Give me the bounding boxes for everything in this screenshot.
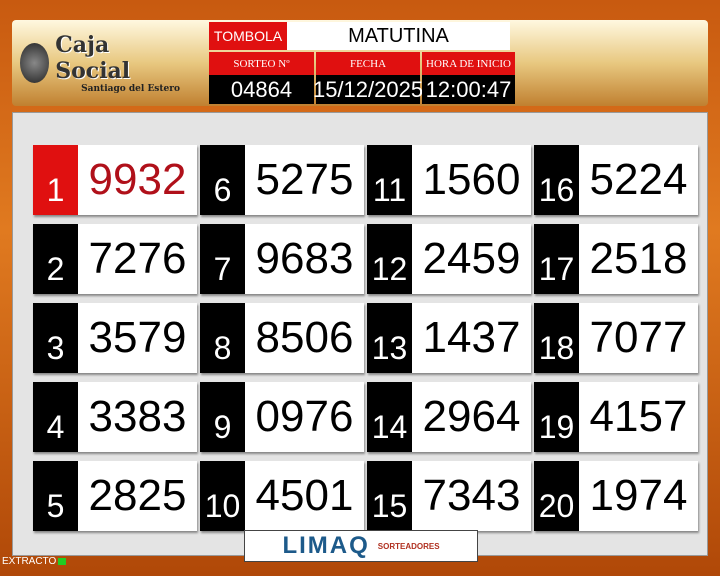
- result-number: 2964: [412, 382, 531, 452]
- result-position: 17: [534, 224, 579, 294]
- fecha-value: 15/12/2025: [313, 75, 423, 104]
- result-position: 9: [200, 382, 245, 452]
- result-cell: 16 5224: [534, 145, 698, 215]
- caja-social-logo: Caja Social Santiago del Estero: [20, 32, 180, 94]
- result-cell: 1 9932: [33, 145, 197, 215]
- result-number: 3579: [78, 303, 197, 373]
- result-number: 1560: [412, 145, 531, 215]
- result-number: 1974: [579, 461, 698, 531]
- result-number: 7343: [412, 461, 531, 531]
- hora-value: 12:00:47: [422, 75, 515, 104]
- result-number: 5224: [579, 145, 698, 215]
- result-position: 14: [367, 382, 412, 452]
- result-position: 4: [33, 382, 78, 452]
- result-number: 4501: [245, 461, 364, 531]
- logo-title: Caja Social: [55, 32, 131, 84]
- result-cell: 3 3579: [33, 303, 197, 373]
- brand-name: LIMAQ: [282, 532, 370, 559]
- sorteo-label: SORTEO Nº: [209, 52, 314, 75]
- result-number: 8506: [245, 303, 364, 373]
- result-position: 13: [367, 303, 412, 373]
- result-position: 16: [534, 145, 579, 215]
- logo-subtitle: Santiago del Estero: [81, 84, 180, 94]
- result-cell: 15 7343: [367, 461, 531, 531]
- result-position: 7: [200, 224, 245, 294]
- result-position: 8: [200, 303, 245, 373]
- result-position: 18: [534, 303, 579, 373]
- result-cell: 9 0976: [200, 382, 364, 452]
- sorteo-value: 04864: [209, 75, 314, 104]
- result-number: 5275: [245, 145, 364, 215]
- result-position: 5: [33, 461, 78, 531]
- result-position: 11: [367, 145, 412, 215]
- limaq-logo: LIMAQ SORTEADORES: [244, 530, 478, 562]
- extracto-indicator: EXTRACTO: [2, 556, 67, 567]
- result-number: 2825: [78, 461, 197, 531]
- result-number: 9932: [78, 145, 197, 215]
- result-cell: 11 1560: [367, 145, 531, 215]
- result-position: 6: [200, 145, 245, 215]
- result-position: 3: [33, 303, 78, 373]
- result-number: 3383: [78, 382, 197, 452]
- brand-subtitle: SORTEADORES: [377, 541, 440, 551]
- result-number: 7077: [579, 303, 698, 373]
- result-number: 1437: [412, 303, 531, 373]
- result-cell: 19 4157: [534, 382, 698, 452]
- result-cell: 20 1974: [534, 461, 698, 531]
- fecha-label: FECHA: [316, 52, 420, 75]
- hora-label: HORA DE INICIO: [422, 52, 515, 75]
- result-number: 4157: [579, 382, 698, 452]
- status-led-icon: [58, 558, 67, 565]
- result-cell: 10 4501: [200, 461, 364, 531]
- result-cell: 2 7276: [33, 224, 197, 294]
- result-cell: 18 7077: [534, 303, 698, 373]
- result-position: 15: [367, 461, 412, 531]
- result-position: 12: [367, 224, 412, 294]
- result-number: 2518: [579, 224, 698, 294]
- result-number: 7276: [78, 224, 197, 294]
- result-cell: 17 2518: [534, 224, 698, 294]
- result-position: 2: [33, 224, 78, 294]
- result-number: 9683: [245, 224, 364, 294]
- result-position: 10: [200, 461, 245, 531]
- result-number: 0976: [245, 382, 364, 452]
- result-cell: 13 1437: [367, 303, 531, 373]
- result-cell: 12 2459: [367, 224, 531, 294]
- result-position: 19: [534, 382, 579, 452]
- result-cell: 6 5275: [200, 145, 364, 215]
- game-label: TOMBOLA: [209, 22, 287, 50]
- extracto-label: EXTRACTO: [2, 556, 57, 567]
- result-cell: 7 9683: [200, 224, 364, 294]
- result-cell: 8 8506: [200, 303, 364, 373]
- clover-logo-icon: [20, 43, 50, 83]
- result-position: 20: [534, 461, 579, 531]
- result-number: 2459: [412, 224, 531, 294]
- draw-name: MATUTINA: [287, 22, 510, 50]
- result-cell: 14 2964: [367, 382, 531, 452]
- result-cell: 5 2825: [33, 461, 197, 531]
- result-cell: 4 3383: [33, 382, 197, 452]
- result-position: 1: [33, 145, 78, 215]
